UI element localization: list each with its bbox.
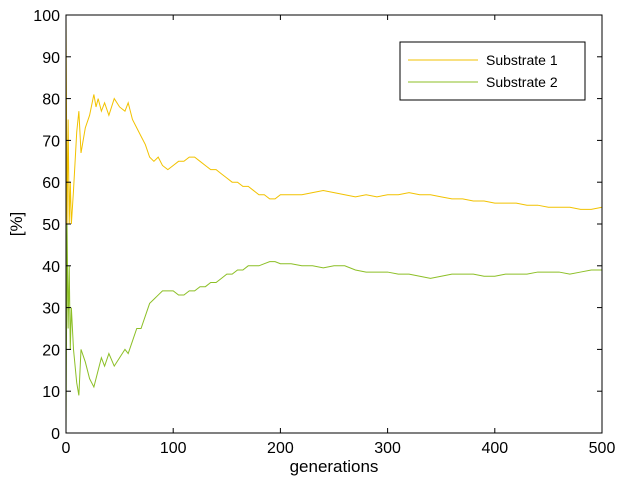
- x-tick-label: 400: [481, 440, 508, 457]
- plot-frame: [65, 14, 603, 434]
- y-tick-label: 10: [42, 384, 60, 401]
- y-tick-label: 90: [42, 50, 60, 67]
- x-tick-label: 100: [160, 440, 187, 457]
- y-tick-label: 60: [42, 175, 60, 192]
- series-line-2: [65, 223, 602, 434]
- series-line-1: [65, 14, 603, 225]
- y-tick-label: 0: [51, 426, 60, 443]
- y-tick-label: 80: [42, 92, 60, 109]
- x-tick-label: 500: [589, 440, 616, 457]
- legend-box: [399, 41, 586, 101]
- y-axis-label: [%]: [7, 212, 26, 237]
- x-tick-label: 0: [62, 440, 71, 457]
- y-tick-label: 40: [42, 259, 60, 276]
- y-tick-label: 50: [42, 217, 60, 234]
- x-axis-label: generations: [290, 457, 379, 476]
- y-tick-label: 30: [42, 301, 60, 318]
- legend-label-substrate-2: Substrate 2: [486, 74, 558, 90]
- axis-ticks: 0 100 200 300 400 500 0 10 20 30 40 50 60 70 80 90 100: [33, 8, 615, 457]
- y-tick-label: 70: [42, 133, 60, 150]
- x-tick-label: 300: [374, 440, 401, 457]
- y-tick-label: 20: [42, 342, 60, 359]
- plot-area: [65, 14, 603, 434]
- legend-label-substrate-1: Substrate 1: [486, 52, 558, 68]
- y-tick-label: 100: [33, 8, 60, 25]
- x-tick-label: 200: [267, 440, 294, 457]
- legend: Substrate 1 Substrate 2: [399, 41, 586, 101]
